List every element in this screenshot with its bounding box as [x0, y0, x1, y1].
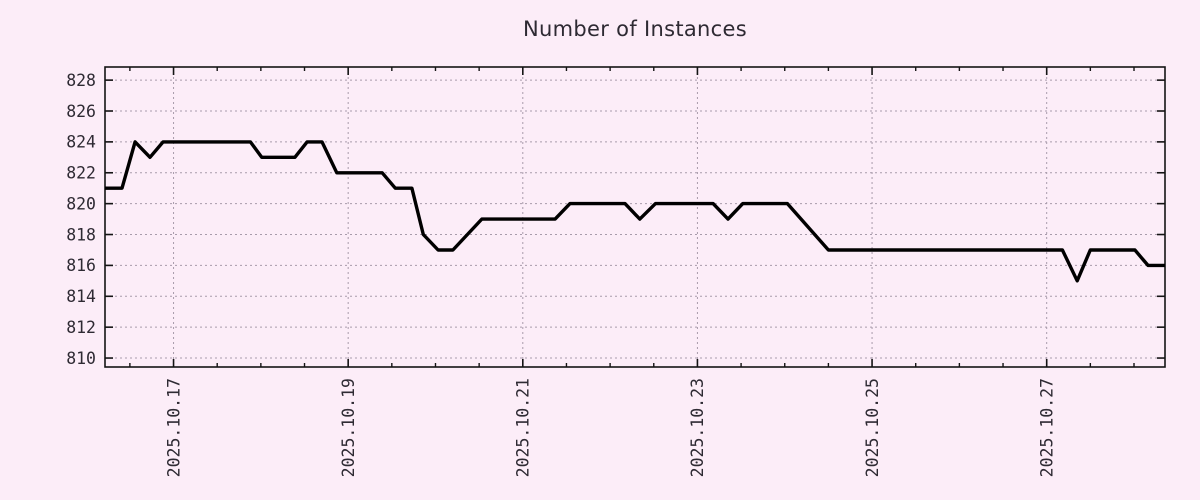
x-tick-label: 2025.10.27 [1037, 378, 1056, 477]
x-tick-label: 2025.10.21 [514, 378, 533, 477]
y-tick-label: 816 [66, 256, 96, 275]
y-tick-label: 820 [66, 194, 96, 213]
series-line-instances [105, 140, 1165, 283]
x-tick-label: 2025.10.17 [164, 378, 183, 477]
y-tick-label: 824 [66, 133, 96, 152]
x-tick-label: 2025.10.25 [863, 378, 882, 477]
chart-title: Number of Instances [523, 17, 747, 41]
y-tick-label: 810 [66, 349, 96, 368]
y-tick-label: 812 [66, 318, 96, 337]
plot-border [104, 66, 1166, 368]
y-tick-label: 822 [66, 164, 96, 183]
x-tick-label: 2025.10.19 [339, 378, 358, 477]
y-tick-label: 818 [66, 225, 96, 244]
x-tick-label: 2025.10.23 [688, 378, 707, 477]
y-tick-label: 828 [66, 71, 96, 90]
y-tick-label: 814 [66, 287, 96, 306]
y-tick-label: 826 [66, 102, 96, 121]
